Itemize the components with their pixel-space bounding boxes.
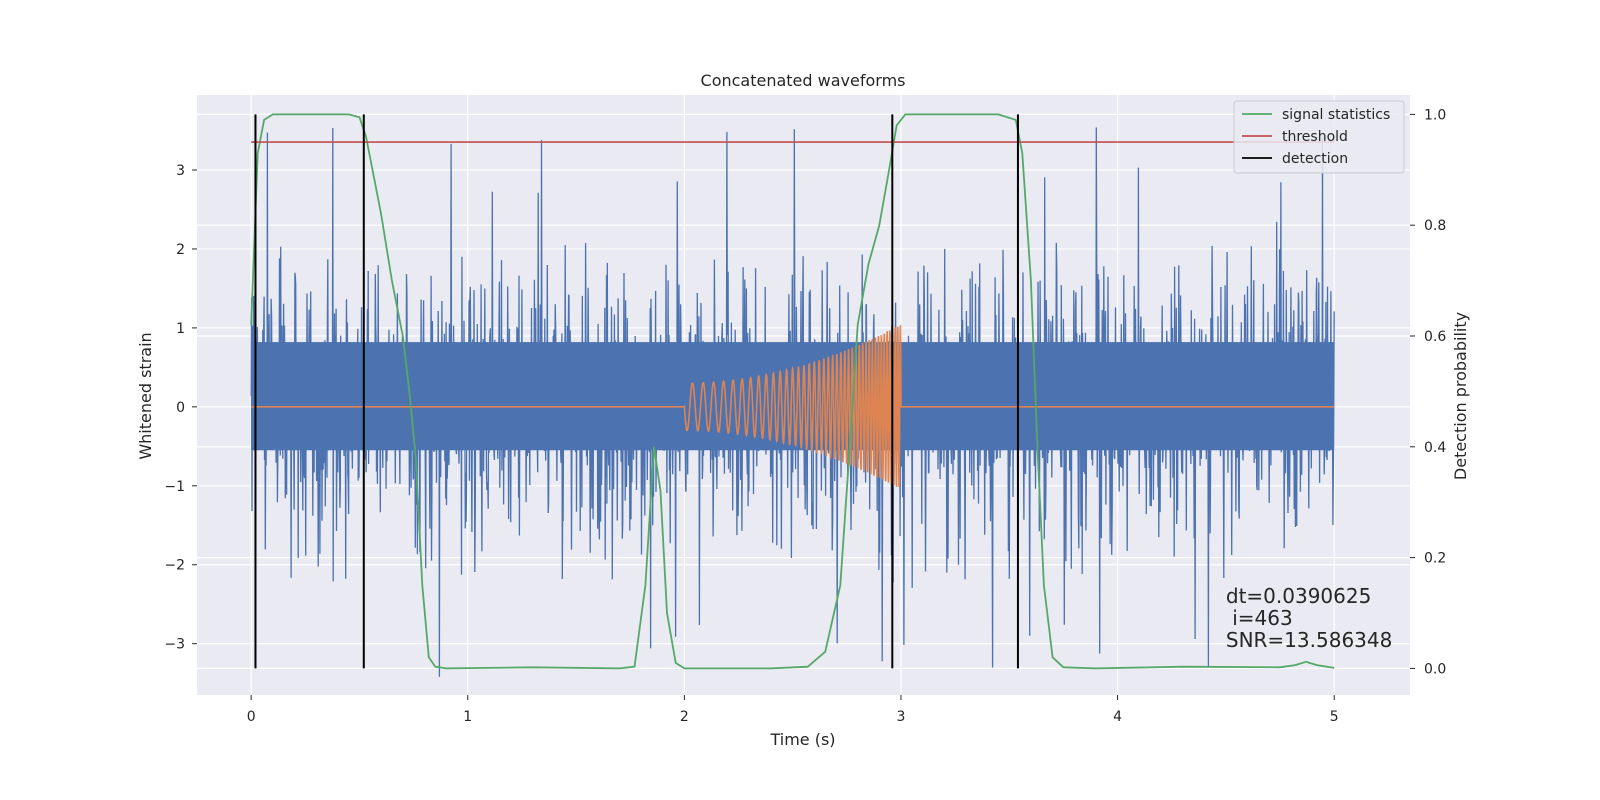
x-axis-label: Time (s) [769, 730, 835, 749]
x-tick-label: 0 [247, 709, 256, 725]
y-tick-label: 2 [176, 242, 185, 258]
annotation-text: i=463 [1226, 606, 1293, 630]
y-tick-label: −1 [164, 479, 185, 495]
signal-statistics-series [250, 113, 1335, 670]
legend-label: signal statistics [1282, 107, 1390, 123]
annotation-text: dt=0.0390625 [1226, 584, 1371, 608]
y-tick-label: −3 [164, 637, 185, 653]
x-tick-label: 1 [463, 709, 472, 725]
chart-title: Concatenated waveforms [701, 71, 906, 90]
legend-box [1233, 100, 1405, 174]
y2-tick-label: 0.6 [1424, 329, 1446, 345]
template-series [251, 324, 1335, 488]
x-tick-label: 2 [680, 709, 689, 725]
x-tick-label: 5 [1330, 709, 1339, 725]
y2-tick-label: 0.8 [1424, 218, 1446, 234]
strain-band [251, 342, 1335, 451]
y-tick-label: 3 [176, 163, 185, 179]
annotation-text: SNR=13.586348 [1226, 628, 1392, 652]
plot-lines [250, 113, 1335, 677]
legend: signal statistics threshold detection [1233, 100, 1405, 174]
y2-tick-label: 0.0 [1424, 661, 1446, 677]
y2-tick-label: 1.0 [1424, 107, 1446, 123]
axes: 0 1 2 3 4 5 −3 −2 −1 0 1 2 3 0.0 0.2 0.4 0.6 0.8 1.0 [164, 107, 1446, 725]
y-tick-label: 0 [176, 400, 185, 416]
legend-label: detection [1282, 151, 1348, 167]
y2-axis-label: Detection probability [1451, 312, 1470, 480]
y2-tick-label: 0.2 [1424, 551, 1446, 567]
y-axis-label: Whitened strain [136, 332, 155, 459]
y2-tick-label: 0.4 [1424, 440, 1446, 456]
y-tick-label: 1 [176, 321, 185, 337]
x-tick-label: 3 [897, 709, 906, 725]
legend-label: threshold [1282, 129, 1348, 145]
x-tick-label: 4 [1113, 709, 1122, 725]
y-tick-label: −2 [164, 558, 185, 574]
